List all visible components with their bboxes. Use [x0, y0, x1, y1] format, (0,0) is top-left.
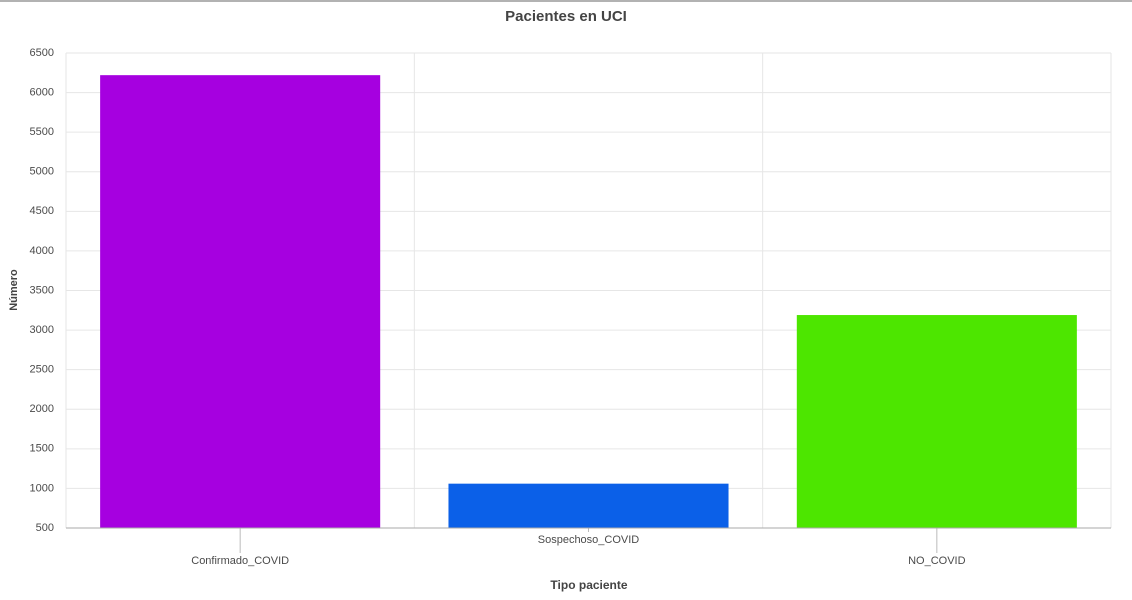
y-tick-label: 6500 — [30, 47, 54, 59]
y-tick-label: 3000 — [30, 324, 54, 336]
x-tick-label: Sospechoso_COVID — [538, 534, 640, 546]
bar — [796, 315, 1077, 528]
y-tick-label: 3500 — [30, 284, 54, 296]
y-tick-label: 1500 — [30, 443, 54, 455]
y-tick-label: 2000 — [30, 403, 54, 415]
y-tick-label: 4500 — [30, 205, 54, 217]
y-tick-label: 5500 — [30, 126, 54, 138]
y-tick-label: 6000 — [30, 86, 54, 98]
bar — [100, 75, 381, 529]
y-tick-label: 500 — [36, 522, 54, 534]
y-tick-label: 1000 — [30, 482, 54, 494]
y-tick-label: 2500 — [30, 364, 54, 376]
x-tick-label: NO_COVID — [908, 555, 966, 567]
y-axis-label: Número — [8, 269, 20, 311]
y-tick-label: 5000 — [30, 166, 54, 178]
y-tick-label: 4000 — [30, 245, 54, 257]
x-tick-label: Confirmado_COVID — [191, 555, 289, 567]
bar — [448, 483, 729, 528]
x-axis-label: Tipo paciente — [550, 578, 627, 592]
chart-title: Pacientes en UCI — [505, 8, 627, 25]
